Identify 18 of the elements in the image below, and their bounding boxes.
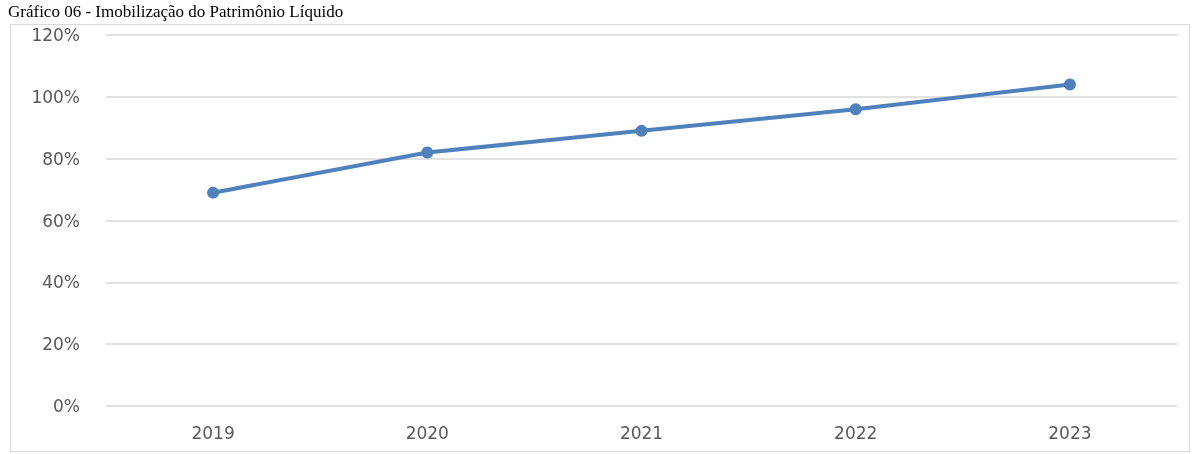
point (207, 186, 220, 199)
x-tick-label: 2019 (191, 422, 235, 443)
y-tick-label: 0% (53, 396, 80, 416)
y-tick-label: 100% (31, 86, 80, 107)
y-tick-label: 80% (42, 148, 80, 169)
y-tick-label: 20% (42, 334, 80, 355)
point (1063, 78, 1076, 91)
y-tick-label: 60% (42, 210, 80, 231)
x-tick-label: 2021 (619, 422, 664, 443)
chart-title: Gráfico 06 - Imobilização do Patrimônio Líquido (8, 2, 344, 22)
y-tick-label: 120% (31, 25, 80, 45)
point (849, 103, 862, 116)
x-tick-label: 2022 (834, 422, 878, 443)
point (421, 146, 434, 159)
y-tick-label: 40% (42, 272, 80, 293)
point (635, 124, 648, 137)
x-tick-label: 2023 (1048, 422, 1092, 443)
x-tick-label: 2020 (405, 422, 449, 443)
